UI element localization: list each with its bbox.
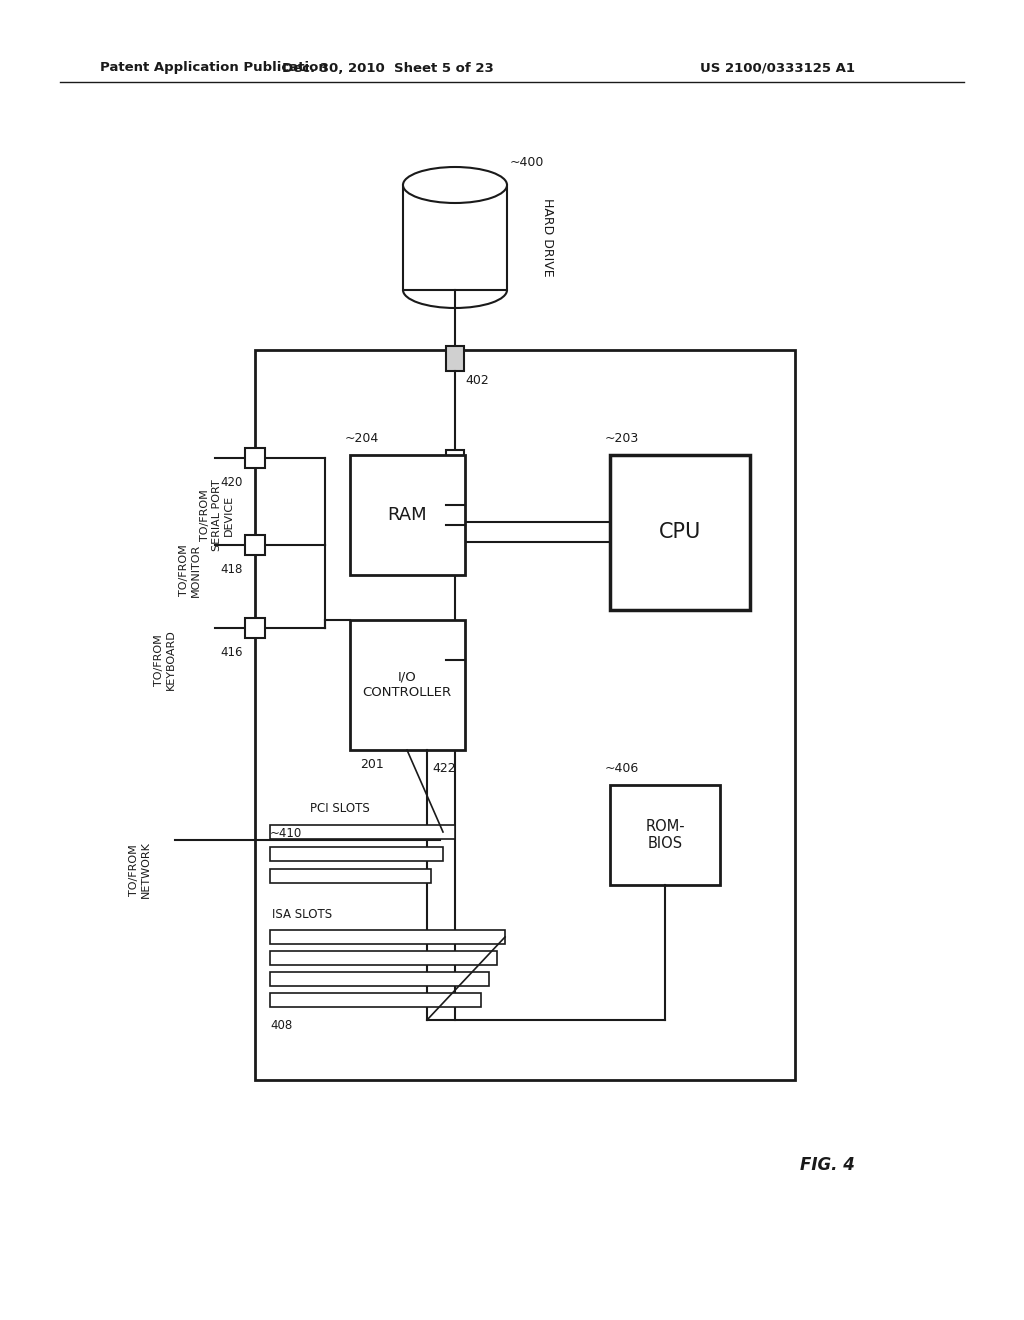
Text: TO/FROM
NETWORK: TO/FROM NETWORK — [129, 842, 151, 899]
Text: 422: 422 — [432, 762, 456, 775]
Bar — [270, 993, 481, 1007]
Text: Patent Application Publication: Patent Application Publication — [100, 62, 328, 74]
Text: I/O
CONTROLLER: I/O CONTROLLER — [362, 671, 452, 700]
Text: 402: 402 — [465, 374, 488, 387]
Text: PCI SLOTS: PCI SLOTS — [310, 803, 370, 816]
Text: HARD DRIVE: HARD DRIVE — [541, 198, 554, 276]
Bar — [270, 869, 431, 883]
Text: US 2100/0333125 A1: US 2100/0333125 A1 — [700, 62, 855, 74]
Text: TO/FROM
MONITOR: TO/FROM MONITOR — [179, 544, 201, 597]
Text: 408: 408 — [270, 1019, 292, 1032]
Bar — [270, 931, 505, 944]
Text: RAM: RAM — [387, 506, 427, 524]
Bar — [255, 350, 795, 1080]
Bar — [245, 447, 265, 469]
Ellipse shape — [403, 168, 507, 203]
Text: FIG. 4: FIG. 4 — [800, 1156, 855, 1173]
Bar — [350, 620, 465, 750]
Text: 416: 416 — [220, 645, 243, 659]
Text: Dec. 30, 2010  Sheet 5 of 23: Dec. 30, 2010 Sheet 5 of 23 — [283, 62, 494, 74]
Text: ~400: ~400 — [510, 157, 545, 169]
Text: ~406: ~406 — [605, 763, 639, 776]
Bar — [610, 785, 720, 884]
Bar — [245, 618, 265, 638]
Bar — [270, 972, 489, 986]
Text: 420: 420 — [220, 477, 243, 488]
Bar — [446, 346, 464, 371]
Text: ~203: ~203 — [605, 433, 639, 446]
Bar — [270, 825, 455, 840]
Bar — [610, 455, 750, 610]
Text: TO/FROM
SERIAL PORT
DEVICE: TO/FROM SERIAL PORT DEVICE — [201, 479, 233, 550]
Bar — [350, 455, 465, 576]
Text: ~204: ~204 — [345, 433, 379, 446]
Bar — [403, 185, 507, 290]
Bar — [270, 847, 443, 861]
Text: TO/FROM
KEYBOARD: TO/FROM KEYBOARD — [155, 630, 176, 690]
Text: ROM-
BIOS: ROM- BIOS — [645, 818, 685, 851]
Bar — [446, 450, 464, 570]
Text: ISA SLOTS: ISA SLOTS — [272, 908, 332, 920]
Text: 201: 201 — [360, 758, 384, 771]
Text: CPU: CPU — [658, 521, 701, 543]
Text: 418: 418 — [220, 564, 243, 576]
Text: ~410: ~410 — [270, 828, 302, 840]
Bar — [270, 950, 497, 965]
Bar — [245, 535, 265, 554]
